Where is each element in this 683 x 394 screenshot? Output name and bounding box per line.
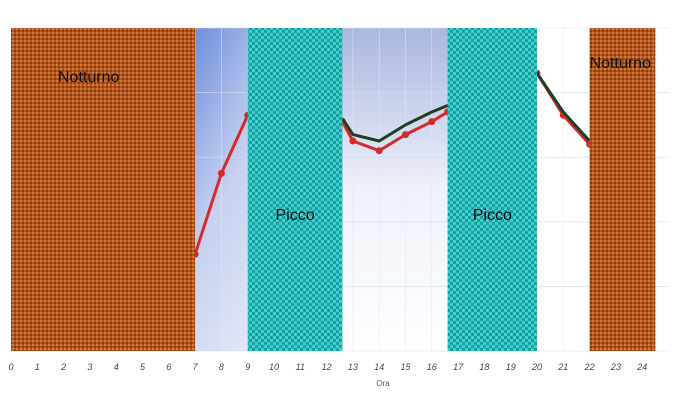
- x-tick-label: 8: [219, 362, 224, 372]
- band-label: Notturno: [58, 69, 119, 86]
- x-tick-label: 9: [245, 362, 250, 372]
- data-point: [217, 169, 225, 177]
- x-tick-label: 21: [557, 362, 568, 372]
- x-tick-label: 18: [479, 362, 489, 372]
- series-line-2: [341, 71, 591, 143]
- x-tick-label: 5: [140, 362, 146, 372]
- x-tick-label: 4: [114, 362, 119, 372]
- band-label: Picco: [275, 207, 314, 224]
- x-tick-label: 22: [584, 362, 595, 372]
- x-tick-label: 3: [87, 362, 92, 372]
- x-tick-label: 20: [531, 362, 542, 372]
- x-tick-label: 17: [453, 362, 464, 372]
- x-tick-label: 24: [636, 362, 647, 372]
- x-tick-label: 13: [348, 362, 358, 372]
- x-tick-label: 11: [296, 362, 305, 372]
- data-point: [349, 137, 357, 145]
- x-tick-label: 10: [269, 362, 279, 372]
- band-label: Picco: [473, 207, 512, 224]
- data-point: [375, 147, 383, 155]
- x-tick-label: 0: [8, 362, 13, 372]
- x-tick-label: 6: [166, 362, 171, 372]
- x-tick-label: 12: [322, 362, 332, 372]
- time-band-4: [589, 28, 656, 351]
- x-tick-label: 23: [610, 362, 621, 372]
- time-band-1: [11, 28, 196, 351]
- data-point: [428, 118, 436, 126]
- x-tick-label: 16: [427, 362, 437, 372]
- x-tick-label: 15: [400, 362, 411, 372]
- x-tick-label: 14: [374, 362, 384, 372]
- time-band-2: [247, 28, 343, 351]
- x-tick-label: 7: [193, 362, 199, 372]
- x-axis-label: Ora: [376, 379, 390, 388]
- data-point: [402, 131, 409, 139]
- time-band-3: [447, 28, 537, 351]
- x-tick-label: 2: [60, 362, 66, 372]
- x-tick-label: 1: [35, 362, 40, 372]
- band-label: Notturno: [590, 55, 651, 72]
- x-tick-label: 19: [506, 362, 516, 372]
